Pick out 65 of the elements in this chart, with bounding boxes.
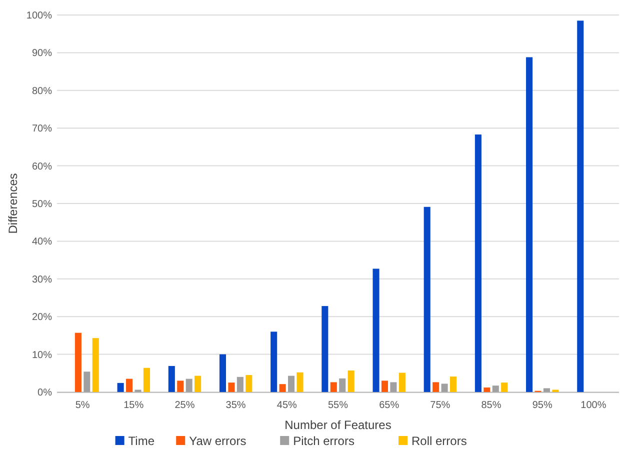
bar bbox=[143, 368, 150, 392]
bar bbox=[348, 370, 354, 392]
bar bbox=[330, 382, 337, 392]
y-tick-label: 0% bbox=[38, 388, 52, 398]
bar bbox=[424, 206, 430, 392]
bar bbox=[441, 384, 448, 392]
x-tick-label: 95% bbox=[532, 400, 552, 411]
bar bbox=[432, 382, 440, 392]
bar bbox=[186, 378, 192, 392]
bar bbox=[219, 354, 226, 392]
bar bbox=[492, 386, 499, 392]
bar bbox=[484, 387, 490, 392]
legend-label: Time bbox=[128, 434, 155, 448]
bar bbox=[246, 375, 252, 392]
bar bbox=[117, 382, 124, 392]
x-tick-label: 100% bbox=[580, 400, 606, 411]
bar bbox=[270, 332, 278, 392]
bar bbox=[126, 378, 133, 392]
bar bbox=[74, 332, 82, 392]
x-tick-label: 5% bbox=[75, 400, 90, 411]
bar bbox=[450, 376, 457, 392]
x-tick-label: 55% bbox=[328, 400, 348, 411]
y-tick-label: 80% bbox=[32, 86, 52, 97]
x-tick-label: 25% bbox=[174, 400, 195, 411]
bar bbox=[398, 372, 406, 392]
bar bbox=[236, 376, 244, 392]
legend-label: Pitch errors bbox=[293, 434, 354, 448]
bar bbox=[543, 388, 550, 392]
x-tick-label: 35% bbox=[226, 400, 246, 411]
y-tick-label: 30% bbox=[32, 274, 52, 286]
bar bbox=[501, 382, 508, 392]
bar bbox=[84, 372, 90, 392]
y-tick-label: 50% bbox=[32, 199, 52, 210]
y-tick-label: 10% bbox=[32, 350, 52, 361]
legend-label: Yaw errors bbox=[189, 434, 246, 448]
bar bbox=[177, 380, 184, 392]
x-tick-label: 45% bbox=[276, 400, 298, 411]
x-tick-label: 85% bbox=[481, 400, 502, 411]
x-axis-title: Number of Features bbox=[284, 418, 392, 432]
y-tick-label: 60% bbox=[32, 161, 52, 172]
x-tick-label: 65% bbox=[379, 400, 400, 411]
bar bbox=[577, 20, 584, 392]
bar bbox=[339, 378, 346, 392]
bar bbox=[474, 134, 482, 392]
y-tick-label: 40% bbox=[32, 236, 52, 248]
bar bbox=[228, 382, 235, 392]
bar bbox=[372, 268, 380, 392]
legend-label: Roll errors bbox=[412, 434, 467, 448]
bar bbox=[526, 57, 533, 392]
y-axis-title: Differences bbox=[6, 173, 20, 234]
y-tick-label: 90% bbox=[32, 48, 52, 60]
x-tick-label: 75% bbox=[430, 400, 450, 411]
bar bbox=[390, 382, 397, 392]
bar bbox=[288, 376, 295, 392]
x-tick-label: 15% bbox=[124, 400, 144, 411]
bar bbox=[168, 366, 175, 392]
bar bbox=[296, 372, 304, 392]
bar bbox=[322, 306, 328, 392]
y-tick-label: 100% bbox=[26, 10, 52, 22]
bar bbox=[92, 338, 99, 392]
bar bbox=[381, 380, 388, 392]
bar bbox=[194, 376, 202, 392]
bar bbox=[279, 384, 286, 392]
y-tick-label: 70% bbox=[32, 124, 52, 135]
y-tick-label: 20% bbox=[32, 312, 52, 324]
